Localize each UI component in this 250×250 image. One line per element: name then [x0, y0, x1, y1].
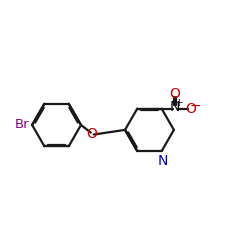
Text: O: O — [185, 102, 196, 116]
Text: Br: Br — [14, 118, 29, 132]
Text: +: + — [175, 98, 184, 108]
Text: O: O — [86, 126, 98, 140]
Text: N: N — [170, 100, 180, 114]
Text: O: O — [170, 86, 180, 101]
Text: −: − — [190, 99, 202, 113]
Text: N: N — [158, 154, 168, 168]
